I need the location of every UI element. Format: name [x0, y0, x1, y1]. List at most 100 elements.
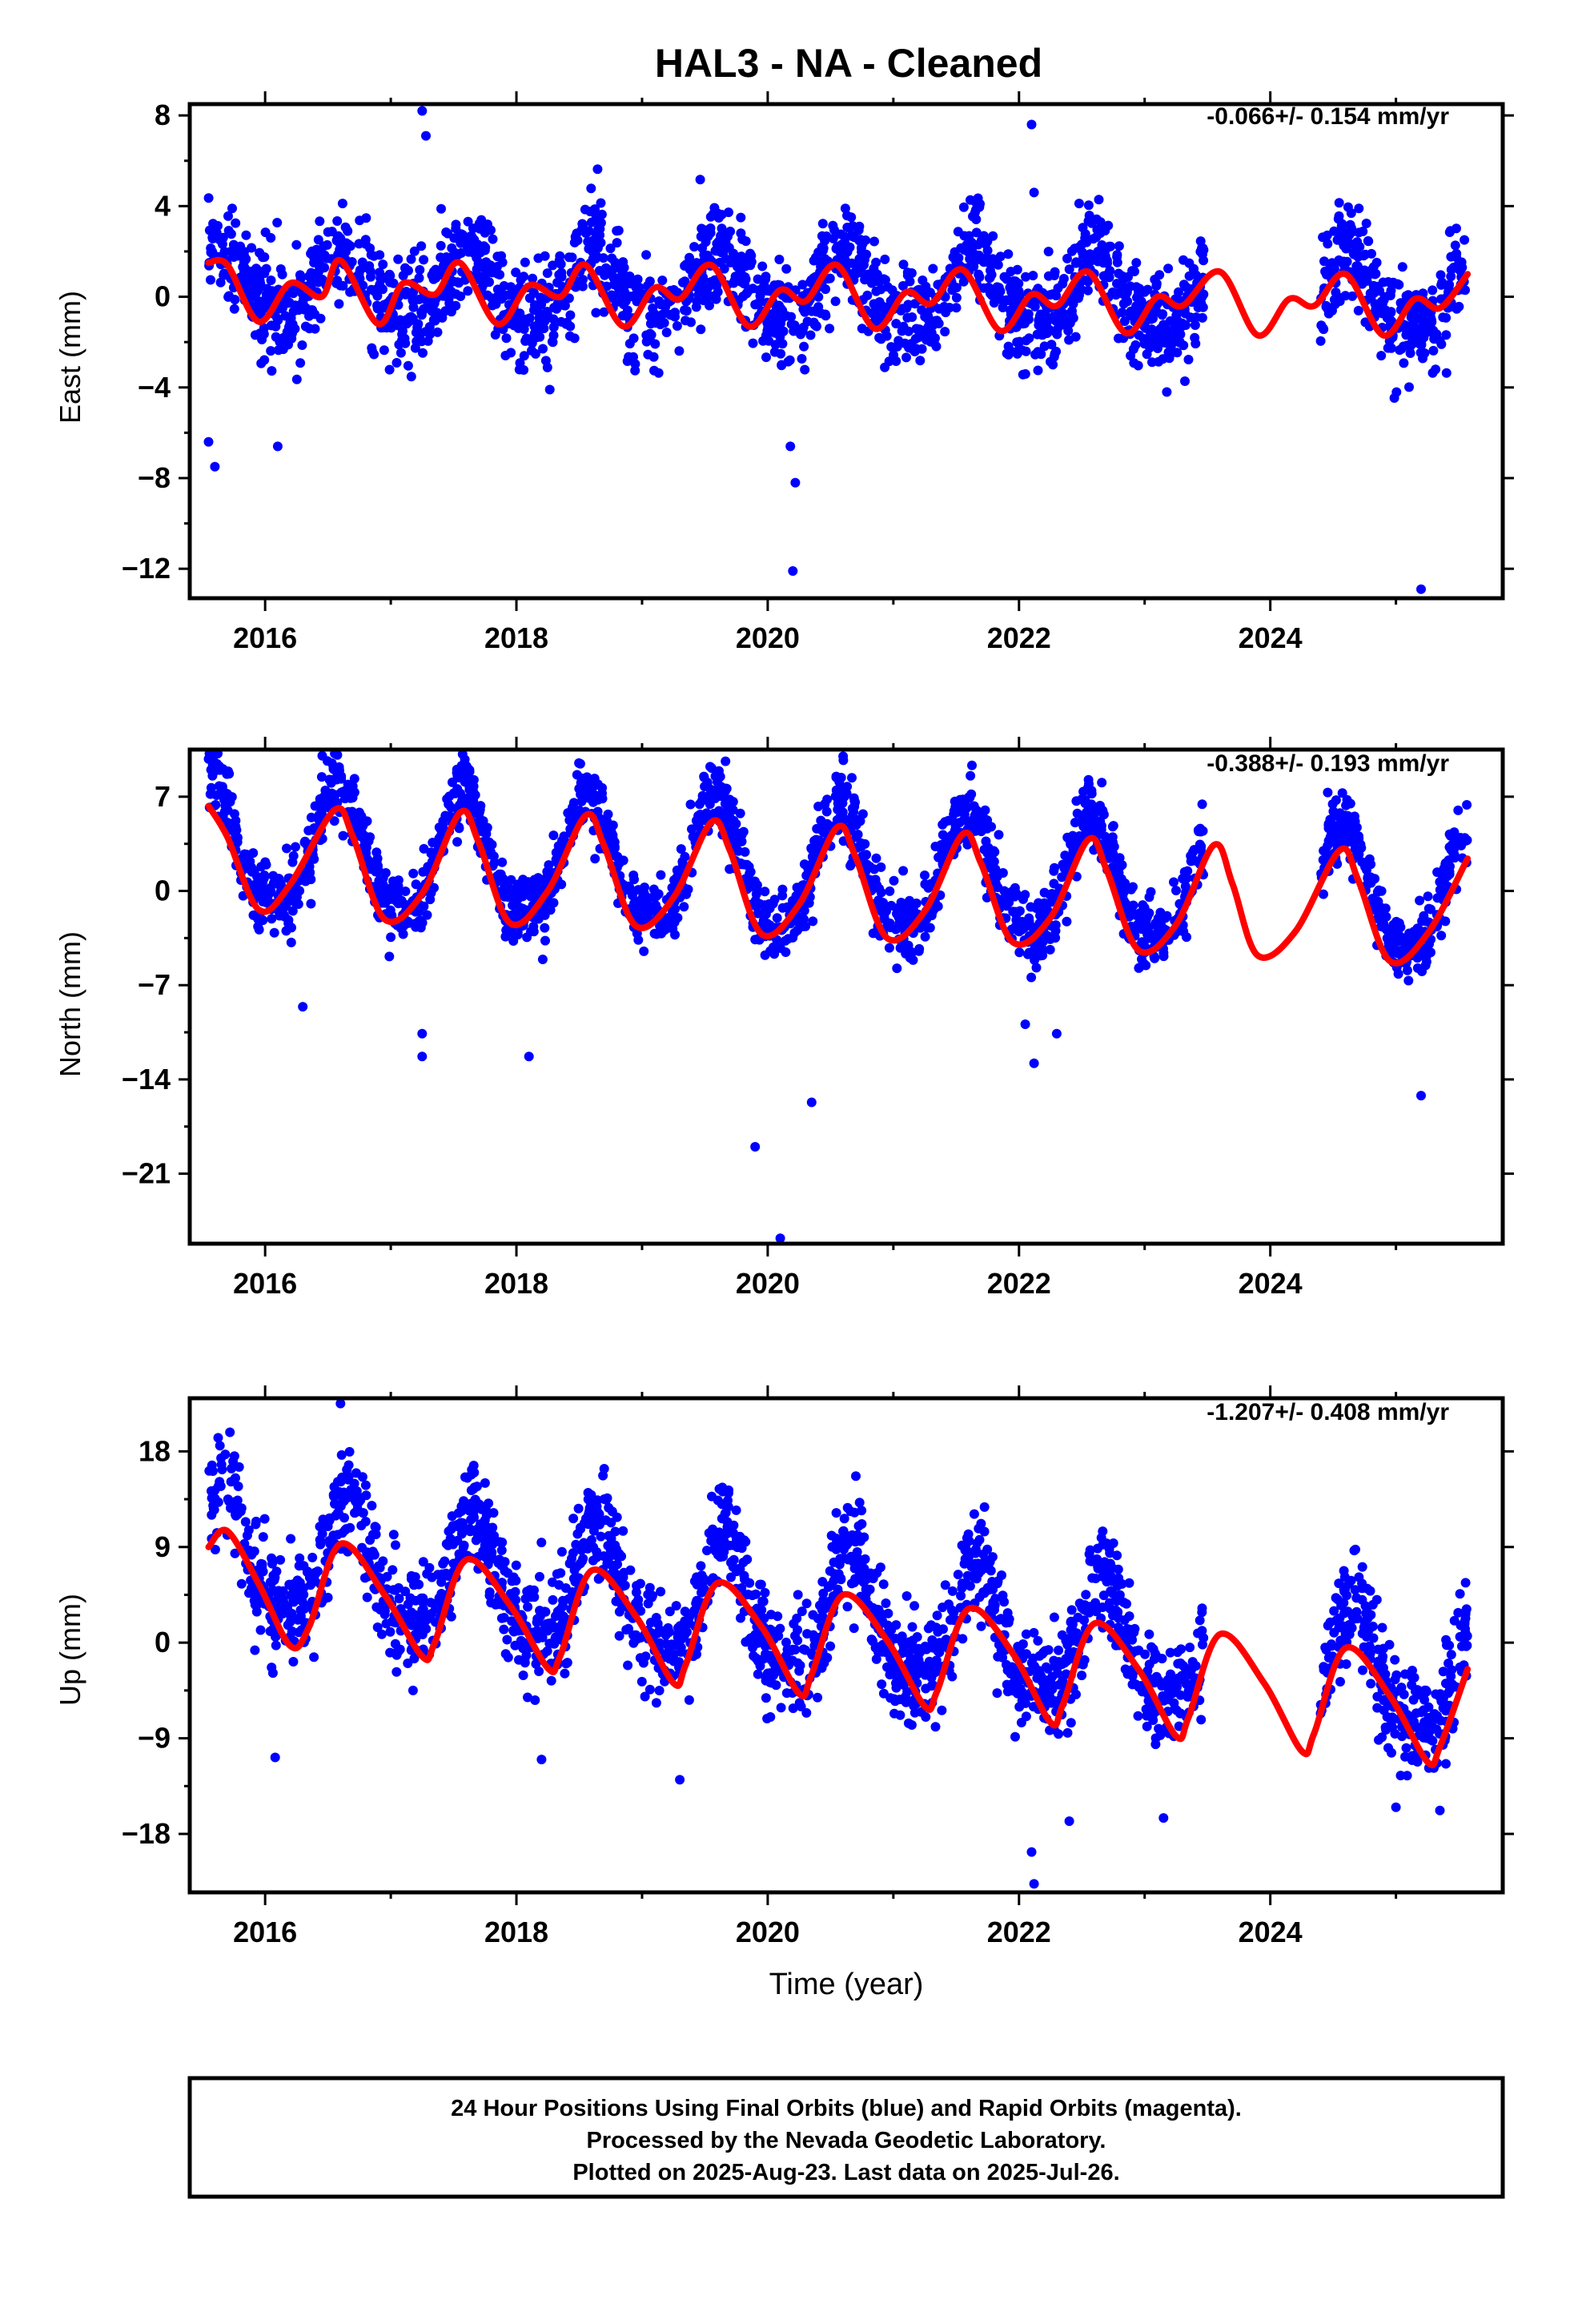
y-tick-label: 4 [155, 189, 171, 222]
data-point [331, 235, 342, 246]
data-point [1139, 287, 1150, 297]
data-point [409, 919, 420, 929]
data-point [891, 319, 901, 329]
data-point [372, 300, 382, 311]
y-tick-label: 7 [155, 780, 171, 813]
data-point [256, 296, 267, 307]
data-point [249, 866, 259, 876]
data-point [1049, 866, 1059, 876]
data-point [805, 330, 816, 340]
data-point [219, 270, 229, 280]
y-tick-label: 0 [155, 875, 171, 907]
data-point [656, 870, 666, 880]
data-point [983, 282, 994, 292]
data-point [876, 862, 886, 872]
data-point [286, 937, 296, 947]
data-point [266, 233, 276, 243]
data-point [1412, 963, 1423, 973]
data-point [452, 277, 463, 287]
data-point [461, 235, 472, 245]
data-point [776, 348, 786, 359]
data-point [871, 257, 881, 267]
data-point [502, 1634, 512, 1645]
data-point [489, 263, 499, 273]
data-point [1147, 340, 1158, 350]
data-point [1078, 259, 1089, 269]
data-point [1197, 312, 1207, 323]
data-point [1063, 309, 1074, 320]
data-point [1454, 301, 1464, 312]
data-point [596, 209, 607, 219]
data-point [415, 265, 425, 275]
data-point [1012, 337, 1022, 348]
data-point [1366, 875, 1376, 885]
data-point [552, 277, 563, 287]
data-point [903, 326, 913, 336]
data-point [336, 774, 347, 784]
data-point [854, 221, 865, 231]
data-point [920, 931, 930, 942]
data-point [881, 331, 892, 341]
data-point [1003, 349, 1014, 360]
data-point [829, 225, 839, 235]
outlier-point [1051, 1028, 1062, 1039]
data-point [986, 270, 997, 279]
data-point [1082, 276, 1093, 287]
data-point [1419, 332, 1429, 343]
data-point [804, 898, 814, 908]
data-point [256, 892, 267, 903]
data-point [869, 236, 879, 247]
data-point [884, 943, 894, 953]
data-point [609, 843, 620, 853]
data-point [737, 269, 746, 279]
data-point [1323, 820, 1334, 830]
data-point [911, 899, 921, 908]
data-point [254, 924, 264, 935]
data-point [315, 794, 325, 804]
data-point [434, 822, 444, 833]
data-point [1349, 249, 1359, 259]
data-point [650, 339, 661, 349]
data-point [448, 777, 457, 787]
outlier-point [203, 754, 214, 764]
data-point [1077, 794, 1086, 805]
y-tick-label: 8 [155, 99, 171, 131]
data-point [382, 887, 392, 898]
data-point [1462, 800, 1472, 810]
data-point [535, 315, 545, 325]
data-point [1441, 330, 1452, 340]
data-point [907, 312, 917, 322]
data-point [1394, 279, 1404, 290]
data-point [740, 279, 750, 289]
data-point [1409, 927, 1419, 937]
data-point [204, 225, 215, 235]
outlier-point [524, 1051, 534, 1062]
data-point [1146, 314, 1156, 324]
data-point [670, 904, 681, 915]
data-point [1129, 358, 1139, 368]
data-point [908, 344, 918, 355]
data-point [440, 1556, 450, 1566]
data-point [853, 1521, 864, 1531]
data-point [1190, 332, 1200, 343]
data-point [962, 815, 972, 826]
data-point [697, 790, 708, 801]
data-point [1382, 925, 1392, 935]
data-point [1050, 271, 1059, 280]
data-point [223, 211, 233, 221]
data-point [1383, 343, 1393, 353]
data-point [1431, 364, 1441, 375]
data-point [847, 773, 857, 783]
data-point [860, 274, 870, 284]
data-point [1193, 303, 1203, 312]
data-point [825, 324, 835, 334]
x-tick-label: 2020 [736, 1267, 800, 1300]
data-point [548, 1594, 558, 1605]
data-point [402, 319, 412, 329]
data-point [1189, 845, 1199, 855]
data-point [751, 901, 761, 911]
data-point [462, 777, 472, 787]
data-point [830, 791, 841, 802]
data-point [624, 339, 635, 349]
